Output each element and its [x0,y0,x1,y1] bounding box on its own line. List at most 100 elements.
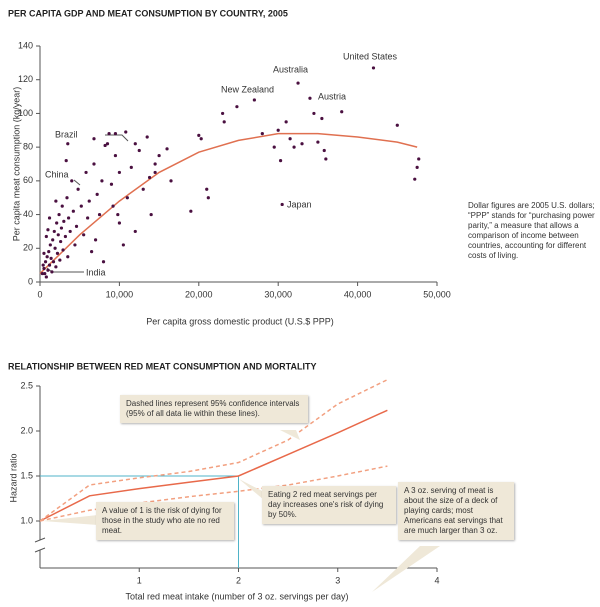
point [165,147,169,151]
leader-line [105,134,129,142]
y-tick-label: 100 [18,108,33,118]
point [43,271,47,276]
point [322,148,326,153]
point [44,275,48,279]
point [61,248,65,252]
point [199,137,203,141]
y-tick-label: 120 [18,74,33,84]
point [103,143,107,148]
point [125,196,129,200]
point [57,212,61,217]
x-tick-label: 20,000 [185,289,213,299]
side-note: Dollar figures are 2005 U.S. dollars; “P… [468,201,595,260]
x-tick-label: 10,000 [106,289,134,299]
point [47,250,51,254]
point [86,216,90,220]
point [107,132,111,136]
point [63,234,68,239]
x-tick-label: 40,000 [344,289,372,299]
y-tick-label: 60 [23,175,33,185]
point [113,132,118,136]
x-axis-label: Total red meat intake (number of 3 oz. s… [125,591,348,601]
point [105,142,110,146]
country-label: Australia [273,64,308,74]
point [47,263,52,267]
point [145,135,149,139]
point [48,243,52,247]
point [260,132,264,136]
point [64,159,68,163]
point [113,153,118,158]
callout: Eating 2 red meat servings per day incre… [262,486,396,524]
point [340,110,344,114]
point [169,179,173,183]
point [117,221,121,225]
point [413,177,417,181]
point [55,251,60,255]
point [141,187,145,191]
point [42,251,46,255]
point [206,196,210,200]
point [288,137,292,141]
point [45,255,49,259]
x-tick-label: 4 [434,575,439,585]
point [97,212,102,217]
point [66,142,70,146]
point [371,66,376,70]
country-label: China [45,169,69,179]
country-label: Brazil [55,129,78,139]
point [417,157,421,161]
point [117,170,121,175]
y-tick-label: 40 [23,209,33,219]
point [71,209,75,213]
point [157,153,161,158]
point [284,120,288,124]
country-label: India [86,267,106,277]
point [221,111,225,116]
point [133,142,137,146]
point [54,265,58,269]
callout: Dashed lines represent 95% confidence in… [120,395,308,423]
point [46,268,50,272]
point [308,96,312,100]
point [197,133,201,137]
point [124,130,128,134]
y-tick-label: 1.5 [20,470,33,480]
trend-line [39,132,418,275]
point [292,145,296,149]
point [51,238,55,242]
point [68,229,72,234]
point [149,212,153,217]
point [56,233,60,237]
country-label: New Zealand [221,84,274,94]
point [276,128,280,132]
point [65,196,69,200]
point [92,137,96,141]
point [74,224,79,228]
point [44,234,48,239]
point [70,179,74,183]
point [54,199,58,203]
point [50,270,54,274]
point [116,212,120,217]
callout-pointer [42,515,98,525]
point [296,81,300,85]
point [87,199,91,203]
point [121,243,125,247]
point [53,246,57,250]
callout: A 3 oz. serving of meat is about the siz… [398,482,514,540]
point [147,175,152,180]
point [82,233,86,237]
leader-line [73,179,81,186]
axis-break [34,537,46,553]
y-tick-label: 80 [23,142,33,152]
country-label: United States [343,51,398,61]
point [49,256,53,260]
point [93,238,98,242]
point [280,202,284,207]
point [189,209,193,213]
point [324,157,328,161]
point [59,226,64,230]
